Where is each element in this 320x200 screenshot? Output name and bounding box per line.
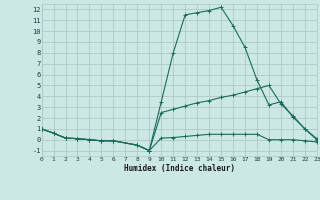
X-axis label: Humidex (Indice chaleur): Humidex (Indice chaleur) xyxy=(124,164,235,173)
